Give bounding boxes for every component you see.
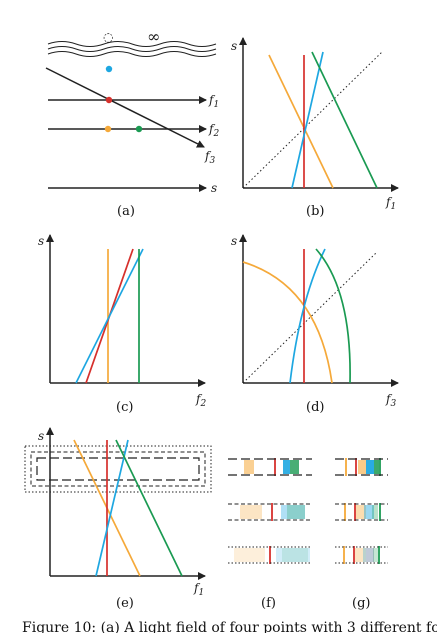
panel-d: s f3 (d) [231,234,399,415]
panel-g-label: (g) [352,596,370,611]
line-f3 [45,67,205,148]
green-line [311,51,378,189]
panel-f-label: (f) [261,596,276,611]
orange-line [268,54,334,189]
figure-caption: Figure 10: (a) A light field of four poi… [22,620,437,633]
panel-f: (f) [228,458,312,611]
outer-dotted-box [24,445,212,493]
blue-line [95,439,129,577]
x-axis-label: f1 [385,195,396,212]
panel-g: (g) [335,458,388,611]
panel-e-label: (e) [116,596,134,611]
panel-b-label: (b) [306,204,324,219]
point-orange [104,125,112,133]
y-axis-label: s [231,39,237,53]
label-f1: f1 [208,93,219,110]
panel-a-label: (a) [117,204,135,219]
inner-dashed-box [36,457,200,481]
green-curve [315,248,351,384]
panel-d-label: (d) [306,400,324,415]
point-red [105,96,113,104]
point-blue [105,65,113,73]
x-axis-label: f3 [385,392,396,409]
label-f3: f3 [204,149,215,166]
y-axis-label: s [38,234,44,248]
y-axis-label: s [38,429,44,443]
dotted-circle-icon: ◌ [103,30,113,44]
panel-b: s f1 (b) [231,37,399,219]
x-axis-label: f2 [195,392,206,409]
orange-curve [242,261,333,384]
green-line [115,439,183,577]
diagonal-line [242,252,377,384]
blue-curve [289,248,326,384]
panel-c: s f2 (c) [38,234,206,415]
diagonal-line [242,51,383,189]
blue-line [291,51,324,189]
panel-a: ◌ ∞ f1 f2 f3 s (a) [45,27,219,219]
panel-c-label: (c) [116,400,133,415]
label-f2: f2 [208,122,219,139]
panel-e: s f1 (e) [24,427,212,611]
infinity-symbol: ∞ [147,27,160,46]
blue-line [75,248,144,384]
y-axis-label: s [231,234,237,248]
point-green [135,125,143,133]
x-axis-label: f1 [193,581,204,598]
label-s: s [211,181,217,195]
